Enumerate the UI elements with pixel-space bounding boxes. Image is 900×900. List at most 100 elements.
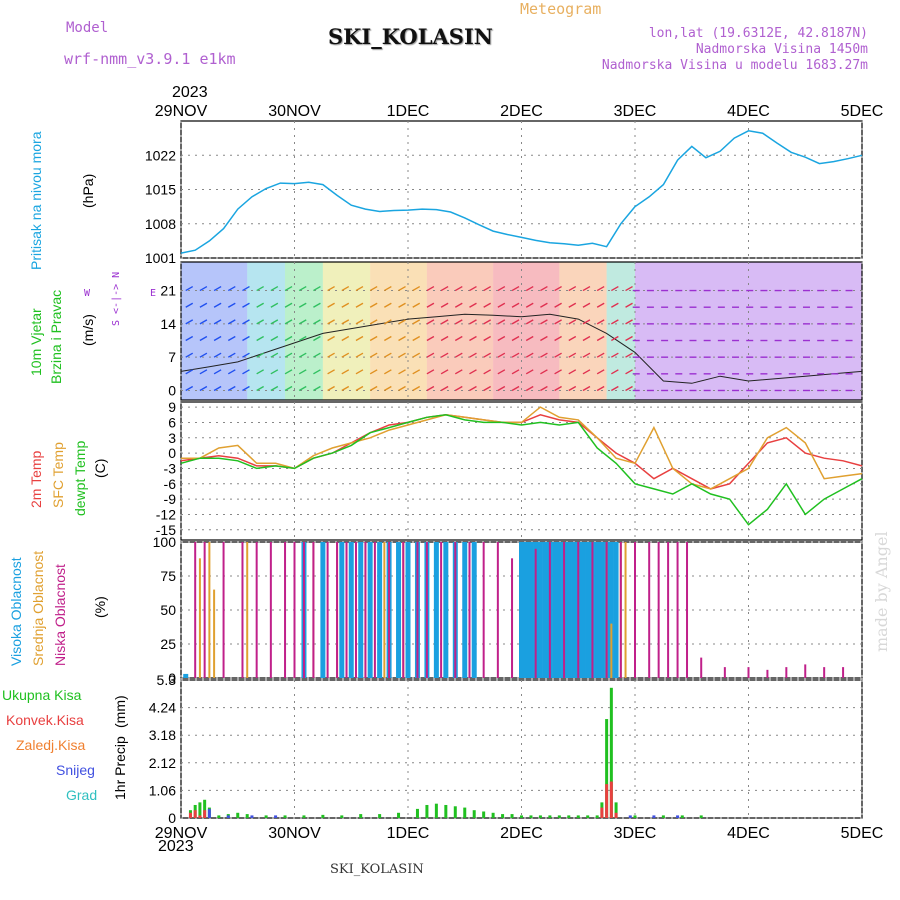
conv_rain-bar (193, 810, 197, 818)
total_rain-bar (510, 814, 514, 818)
wind-arrow (611, 352, 619, 358)
wind-arrow (568, 285, 577, 292)
conv_rain-bar (600, 807, 604, 818)
wind-arrow (242, 285, 250, 292)
high_cloud-bar (523, 542, 529, 678)
low_cloud-bar (336, 542, 339, 678)
wind-arrow (384, 285, 392, 292)
wind-arrow (440, 335, 449, 342)
wind-arrow (440, 285, 449, 292)
wind-arrow (483, 302, 492, 308)
wind-field-band (606, 262, 635, 400)
total_rain-bar (397, 812, 401, 818)
low_cloud-bar (222, 542, 225, 678)
wind-arrow (284, 335, 293, 342)
legend-hail: Grad (66, 787, 98, 803)
low_cloud-bar (605, 542, 608, 678)
total_rain-bar (302, 815, 306, 818)
low_cloud-bar (454, 542, 457, 678)
wind-arrow (568, 335, 577, 342)
wind-field-band (247, 262, 286, 400)
mid_cloud-bar (383, 542, 386, 678)
wind-arrow (213, 385, 222, 392)
high_cloud-bar (339, 542, 345, 678)
mid_cloud-bar (213, 589, 216, 678)
date-label-bottom: 1DEC (387, 825, 430, 842)
wind-arrow (242, 385, 250, 392)
high_cloud-bar (585, 542, 591, 678)
date-label-top: 29NOV (155, 103, 208, 120)
wind-arrow (270, 285, 279, 292)
total_rain-bar (538, 815, 542, 818)
high_cloud-bar (396, 542, 402, 678)
wind-arrow (327, 335, 335, 342)
high_cloud-bar (348, 542, 354, 678)
low_cloud-bar (534, 548, 537, 678)
low_cloud-bar (563, 542, 566, 678)
precip-ytick-label: 2.12 (149, 755, 176, 771)
temperature-ytick-label: -3 (164, 460, 177, 476)
low_cloud-bar (766, 669, 769, 678)
pressure-line (180, 130, 863, 254)
date-label-bottom: 2DEC (500, 825, 543, 842)
wind-arrow (327, 369, 335, 375)
wind-field-band (426, 262, 494, 400)
wind-arrow (540, 302, 548, 308)
low-cloud-ylabel: Niska Oblacnost (52, 564, 68, 666)
cloud-ytick-label: 100 (153, 534, 177, 550)
low_cloud-bar (402, 542, 405, 678)
total_rain-bar (217, 815, 221, 818)
total_rain-bar (501, 814, 505, 818)
low_cloud-bar (496, 542, 499, 678)
wind-arrow (227, 285, 236, 292)
wind-field-band (370, 262, 427, 400)
date-label-top: 5DEC (841, 103, 884, 120)
wind-arrow (625, 335, 633, 342)
wind_speed-line (180, 313, 863, 384)
wind-arrow (199, 302, 208, 308)
wind-arrow (313, 319, 321, 325)
date-label-bottom: 5DEC (841, 825, 884, 842)
wind-arrow (469, 285, 477, 292)
wind-arrow (525, 335, 534, 342)
mid_cloud-bar (610, 623, 613, 678)
wind-arrow (369, 335, 378, 342)
wind-arrow (469, 369, 477, 375)
wind-arrow (313, 385, 321, 392)
temperature-ytick-label: 6 (168, 414, 176, 430)
wind-arrow (284, 302, 293, 308)
conv_rain-bar (609, 781, 613, 818)
wind-arrow (270, 335, 279, 342)
mid_cloud-bar (208, 542, 211, 678)
wind-arrow (440, 302, 449, 308)
wind-arrow (554, 335, 562, 342)
wind-arrow (298, 369, 307, 375)
wind-arrow (440, 369, 449, 375)
date-label-top: 2DEC (500, 103, 543, 120)
wind-arrow (270, 302, 279, 308)
total_rain-bar (586, 815, 590, 818)
low_cloud-bar (241, 542, 244, 678)
wind-arrow (454, 302, 463, 308)
date-label-top: 3DEC (614, 103, 657, 120)
wind-arrow (227, 369, 236, 375)
total_rain-bar (444, 804, 448, 818)
wind-arrow (270, 369, 279, 375)
low_cloud-bar (804, 664, 807, 678)
wind-arrow (369, 319, 378, 325)
wind-arrow (497, 302, 506, 308)
wind-arrow (625, 369, 633, 375)
legend-conv-rain: Konvek.Kisa (6, 712, 84, 728)
wind-arrow (256, 369, 265, 375)
wind-arrow (611, 385, 619, 392)
snow-bar (207, 808, 211, 818)
legend-total-rain: Ukupna Kisa (2, 687, 82, 703)
wind-arrow (554, 285, 562, 292)
pressure-ytick-label: 1022 (145, 147, 176, 163)
wind-arrow (554, 302, 562, 308)
model-label: Model (66, 20, 109, 36)
legend-frz-rain: Zaledj.Kisa (16, 737, 86, 753)
low_cloud-bar (577, 542, 580, 678)
wind-arrow (384, 352, 392, 358)
